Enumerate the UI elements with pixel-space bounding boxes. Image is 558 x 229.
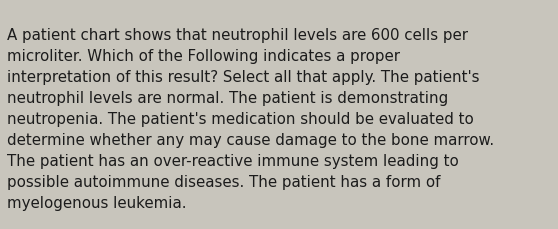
Text: A patient chart shows that neutrophil levels are 600 cells per
microliter. Which: A patient chart shows that neutrophil le… (7, 27, 494, 210)
